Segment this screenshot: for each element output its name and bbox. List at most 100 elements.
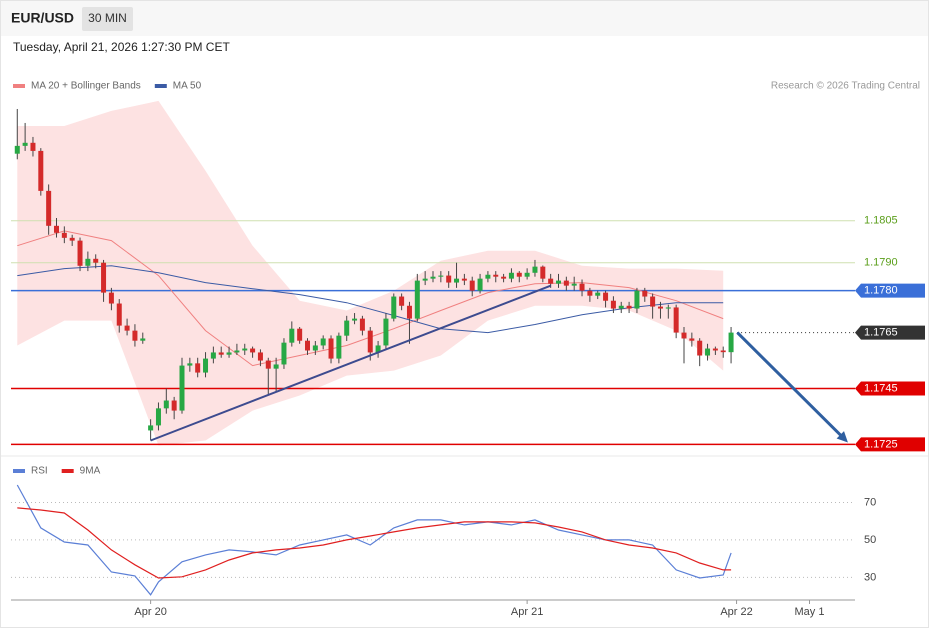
level-label: 1.1790 — [864, 257, 898, 269]
candle-body — [595, 292, 601, 296]
candle-body — [383, 318, 389, 346]
candle-body — [195, 363, 201, 373]
candle-body — [634, 290, 640, 309]
candle-body — [548, 278, 554, 284]
candle-body — [391, 296, 397, 319]
candle-body — [320, 338, 326, 346]
candle-body — [171, 400, 177, 411]
x-tick-label: May 1 — [795, 606, 825, 618]
candle-body — [728, 332, 734, 353]
x-tick-label: Apr 22 — [720, 606, 752, 618]
arrow-head — [836, 431, 848, 443]
candle-body — [720, 350, 726, 353]
candle-body — [289, 328, 295, 343]
candle-body — [132, 330, 138, 341]
candle-body — [297, 328, 303, 341]
candle-body — [493, 274, 499, 277]
candle-body — [446, 275, 452, 283]
candle-body — [665, 307, 671, 309]
level-tag — [855, 283, 925, 298]
candle-body — [603, 292, 609, 301]
candle-body — [304, 340, 310, 351]
candle-body — [30, 142, 36, 151]
candle-body — [155, 408, 161, 426]
level-label: 1.1745 — [864, 382, 898, 394]
candle-body — [344, 320, 350, 336]
candle-body — [524, 272, 530, 277]
candle-body — [108, 292, 114, 304]
y-tick-label: 30 — [864, 571, 876, 583]
candle-body — [540, 266, 546, 279]
legend-swatch — [13, 84, 25, 88]
candle-body — [681, 332, 687, 339]
candle-body — [359, 318, 365, 331]
level-tag — [855, 325, 925, 340]
datetime: Tuesday, April 21, 2026 1:27:30 PM CET — [13, 40, 230, 54]
candle-body — [516, 272, 522, 277]
legend-label: MA 20 + Bollinger Bands — [31, 81, 141, 92]
trendline — [150, 284, 552, 442]
header-bar — [1, 1, 928, 36]
candle-body — [642, 290, 648, 297]
candle-body — [414, 280, 420, 319]
candle-body — [257, 352, 263, 361]
candle-body — [22, 142, 28, 146]
candle-body — [77, 240, 83, 266]
candle-body — [85, 258, 91, 266]
ma-line — [17, 265, 724, 334]
candle-body — [579, 283, 585, 291]
candle-body — [61, 232, 67, 238]
x-tick-label: Apr 21 — [511, 606, 543, 618]
candle-body — [697, 340, 703, 356]
candle-body — [610, 300, 616, 309]
interval: 30 MIN — [88, 11, 127, 25]
candle-body — [312, 345, 318, 351]
candle-body — [571, 283, 577, 286]
symbol: EUR/USD — [11, 10, 74, 26]
candle-body — [203, 358, 209, 373]
candle-body — [477, 278, 483, 291]
candle-body — [367, 330, 373, 353]
candle-body — [375, 345, 381, 353]
level-tag — [855, 381, 925, 396]
credit: Research © 2026 Trading Central — [771, 81, 920, 92]
candle-body — [352, 318, 358, 321]
interval-box — [82, 7, 133, 31]
candle-body — [250, 348, 256, 353]
legend-label: MA 50 — [173, 81, 202, 92]
candle-body — [226, 352, 232, 355]
bollinger-band — [17, 100, 724, 446]
candle-body — [430, 276, 436, 279]
level-label: 1.1765 — [864, 327, 898, 339]
candle-body — [148, 425, 154, 431]
candle-body — [14, 145, 20, 154]
candle-body — [124, 325, 130, 331]
candle-body — [587, 290, 593, 296]
candle-body — [38, 150, 44, 191]
candle-body — [469, 280, 475, 291]
series-line — [17, 507, 732, 579]
candle-body — [673, 307, 679, 333]
candle-body — [532, 266, 538, 273]
candle-body — [210, 352, 216, 359]
forecast-arrow — [736, 331, 844, 438]
y-tick-label: 50 — [864, 534, 876, 546]
candle-body — [626, 305, 632, 309]
candle-body — [179, 365, 185, 411]
candle-body — [650, 296, 656, 307]
candle-body — [406, 305, 412, 319]
candle-body — [116, 303, 122, 326]
candle-body — [69, 237, 75, 241]
candle-body — [454, 278, 460, 283]
level-label: 1.1780 — [864, 285, 898, 297]
level-label: 1.1805 — [864, 215, 898, 227]
candle-body — [438, 275, 444, 277]
candle-body — [712, 348, 718, 351]
candle-body — [705, 348, 711, 356]
candle-body — [101, 262, 107, 293]
legend-swatch — [61, 469, 74, 473]
candle-body — [556, 280, 562, 284]
candle-body — [218, 352, 224, 355]
candle-body — [336, 335, 342, 359]
